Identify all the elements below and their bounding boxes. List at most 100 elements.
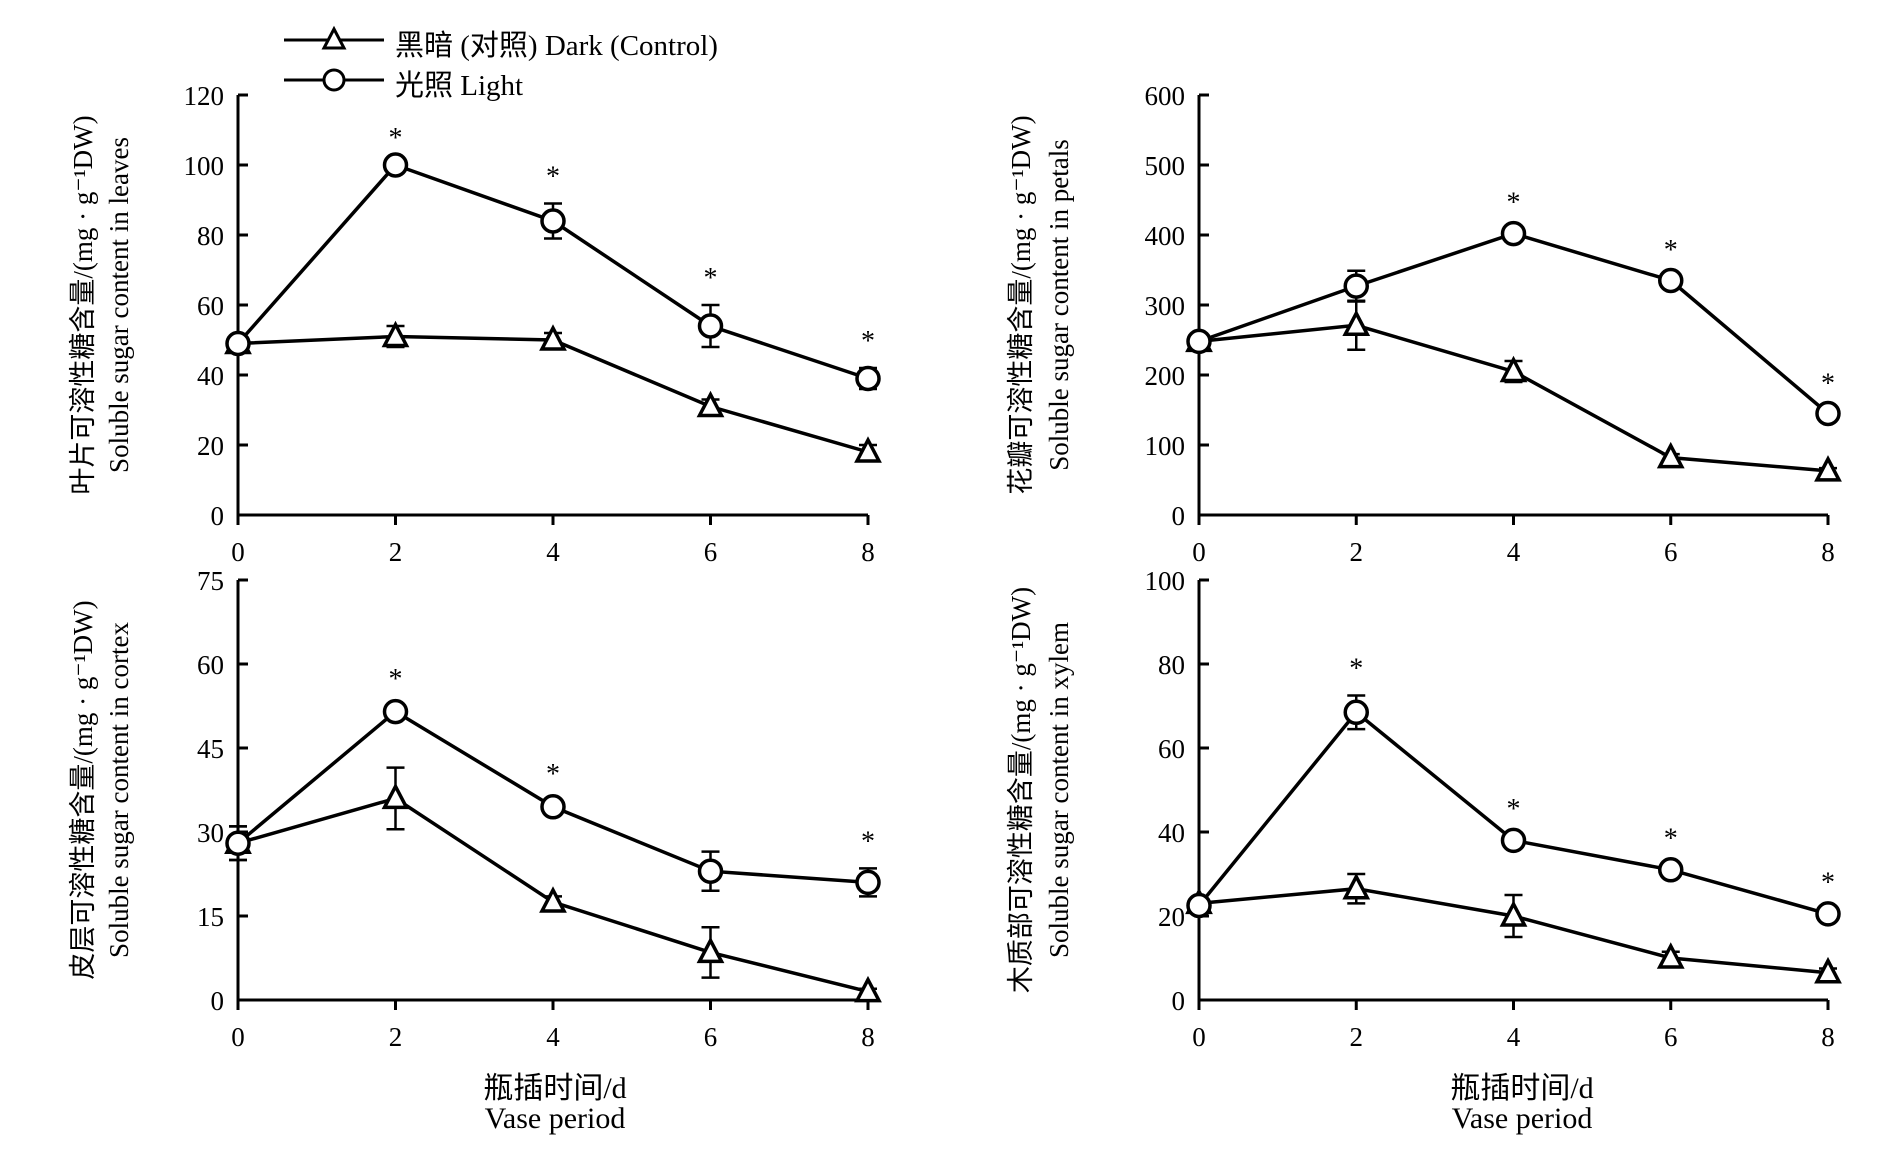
y-tick-label: 30 [197,818,224,848]
legend-circle-marker [322,68,346,92]
legend-dark-label: 黑暗 (对照) Dark (Control) [395,30,718,62]
data-point-triangle [1656,942,1685,969]
y-tick-label: 0 [211,501,225,531]
series-line-triangle [1198,323,1829,473]
chart-legend: 黑暗 (对照) Dark (Control) 光照 Light [280,18,840,108]
x-title-cn-left: 瓶插时间/d [483,1072,627,1105]
data-point-circle [1815,901,1841,927]
y-axis-label-cn: 皮层可溶性糖含量/(mg · g⁻¹DW) [68,600,98,979]
x-title-cn-right: 瓶插时间/d [1450,1072,1594,1105]
significance-asterisk: * [1821,369,1835,400]
y-tick-label: 500 [1145,151,1186,181]
y-tick-label: 75 [197,566,224,596]
data-point-triangle [1342,872,1371,900]
significance-asterisk: * [861,826,875,857]
x-tick-label: 0 [1192,537,1206,567]
y-tick-label: 60 [197,291,224,321]
y-tick-label: 20 [1158,902,1185,932]
significance-asterisk: * [704,263,718,294]
x-tick-label: 8 [861,537,875,567]
y-tick-label: 80 [197,221,224,251]
legend-symbols [284,25,384,92]
y-tick-label: 15 [197,902,224,932]
data-point-circle [1658,267,1684,294]
significance-asterisk: * [1349,654,1363,685]
chart-panel-1: 0 20 40 60 80 100 120 0 2 4 6 8 叶片可溶性糖含量/(mg · g⁻¹DW… [68,81,882,567]
data-point-circle [1186,892,1212,919]
y-axis-label-cn: 木质部可溶性糖含量/(mg · g⁻¹DW) [1006,587,1036,993]
data-point-triangle [1499,355,1528,383]
data-point-circle [225,830,251,856]
data-point-circle [1343,699,1369,726]
y-tick-label: 0 [211,986,225,1016]
series-line-triangle [237,334,869,454]
y-axis-label-cn: 花瓣可溶性糖含量/(mg · g⁻¹DW) [1006,115,1036,494]
data-point-triangle [1342,309,1371,337]
data-point-circle [540,208,566,234]
data-point-triangle [696,936,725,964]
y-tick-label: 600 [1145,81,1186,111]
x-tick-label: 2 [1350,1022,1364,1052]
y-tick-label: 80 [1158,650,1185,680]
data-point-triangle [1814,956,1842,984]
x-tick-label: 2 [389,1022,403,1052]
data-point-triangle [854,975,882,1003]
y-tick-label: 100 [1145,431,1186,461]
data-point-circle [225,330,251,357]
data-point-triangle [381,320,410,348]
significance-asterisk: * [1507,794,1521,825]
x-tick-label: 8 [861,1022,875,1052]
x-title-en-left: Vase period [484,1102,626,1135]
data-point-triangle [696,390,725,418]
data-point-circle [1815,400,1841,427]
significance-asterisk: * [389,664,403,695]
significance-asterisk: * [546,162,560,193]
y-tick-label: 40 [197,361,224,391]
y-tick-label: 120 [184,81,225,111]
x-tick-label: 2 [389,537,403,567]
y-axis-label-en: Soluble sugar content in xylem [1044,622,1074,958]
legend-light-label: 光照 Light [395,70,524,102]
series-line-circle [1198,231,1830,415]
x-tick-label: 6 [704,537,718,567]
data-point-triangle [381,782,410,810]
data-point-triangle [854,436,882,463]
y-tick-label: 400 [1145,221,1186,251]
chart-panel-2: 0 100 200 300 400 500 600 0 2 4 6 8 花瓣可溶性糖含量/(mg · g… [1006,81,1842,567]
chart-panel-4: 0 20 40 60 80 100 0 2 4 6 8 木质部可溶性糖含量/(mg · g⁻¹DW) S… [1006,566,1842,1052]
y-tick-label: 40 [1158,818,1185,848]
y-axis-label-cn: 叶片可溶性糖含量/(mg · g⁻¹DW) [68,115,98,494]
y-tick-label: 100 [1145,566,1186,596]
y-tick-label: 45 [197,734,224,764]
y-tick-label: 100 [184,151,225,181]
y-tick-label: 300 [1145,291,1186,321]
y-axis-label-en: Soluble sugar content in leaves [104,137,134,473]
significance-asterisk: * [861,326,875,357]
data-point-triangle [1814,455,1842,482]
data-point-circle [1186,328,1212,355]
data-point-triangle [539,886,567,913]
y-tick-label: 0 [1172,986,1186,1016]
y-axis-label-en: Soluble sugar content in petals [1044,139,1074,470]
data-point-circle [382,698,409,725]
legend-triangle-marker [321,25,347,50]
x-tick-label: 0 [231,537,245,567]
data-point-circle [540,794,566,820]
significance-asterisk: * [389,123,403,154]
x-tick-label: 4 [1507,1022,1521,1052]
significance-asterisk: * [1507,187,1521,218]
data-point-circle [1500,827,1527,854]
data-point-circle [1500,220,1527,247]
significance-asterisk: * [1664,824,1678,855]
x-tick-label: 4 [546,537,560,567]
significance-asterisk: * [1664,235,1678,266]
x-tick-label: 0 [231,1022,245,1052]
y-tick-label: 200 [1145,361,1186,391]
data-point-triangle [1499,900,1528,927]
significance-asterisk: * [1821,868,1835,899]
x-tick-label: 8 [1821,1022,1835,1052]
y-tick-label: 60 [197,650,224,680]
data-point-circle [855,365,881,392]
data-point-triangle [1656,441,1685,469]
